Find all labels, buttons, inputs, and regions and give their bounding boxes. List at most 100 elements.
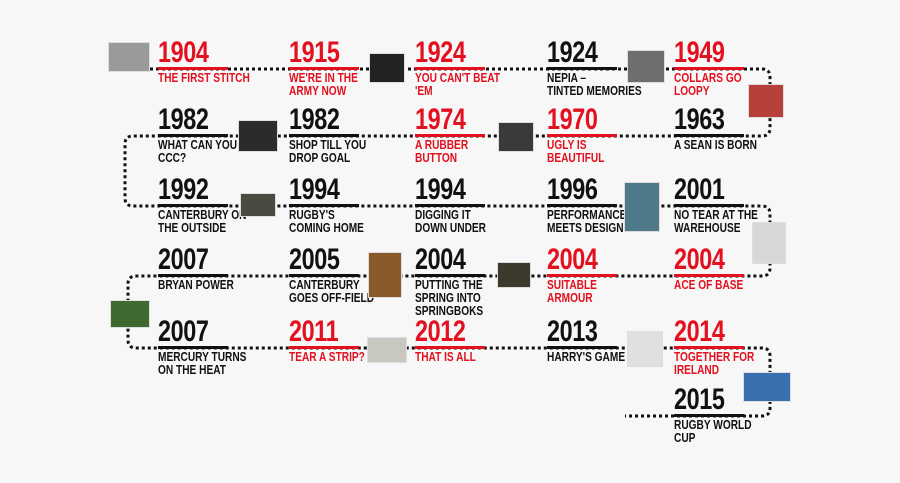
entry-title-line: YOU CAN'T BEAT bbox=[415, 70, 501, 85]
entry-title-line: WE'RE IN THE bbox=[289, 70, 358, 85]
warehouse-shirt-photo[interactable] bbox=[752, 222, 786, 264]
entry-year: 2004 bbox=[547, 243, 598, 276]
off-field-photo[interactable] bbox=[368, 252, 402, 298]
entry-underline bbox=[158, 274, 228, 277]
team-photo-1992[interactable] bbox=[240, 193, 276, 217]
entry-title-line: MEETS DESIGN bbox=[547, 220, 624, 235]
entry-year: 2004 bbox=[415, 243, 466, 276]
entry-title-line: DROP GOAL bbox=[289, 150, 351, 165]
entry-title-line: PUTTING THE bbox=[415, 277, 483, 292]
nepia-photo[interactable] bbox=[627, 50, 665, 83]
canterbury-logo[interactable] bbox=[238, 120, 278, 152]
entry-title-line: ON THE HEAT bbox=[158, 362, 226, 377]
building-photo[interactable] bbox=[108, 42, 150, 72]
entry-underline bbox=[289, 134, 359, 137]
entry-title-line: SUITABLE bbox=[547, 277, 597, 292]
entry-title-line: IRELAND bbox=[674, 362, 720, 377]
entry-title: SUITABLE ARMOUR bbox=[547, 278, 597, 304]
entry-title-line: SHOP TILL YOU bbox=[289, 137, 367, 152]
entry-title: TOGETHER FOR IRELAND bbox=[674, 350, 754, 376]
entry-year: 2004 bbox=[674, 243, 725, 276]
entry-title: MERCURY TURNS ON THE HEAT bbox=[158, 350, 246, 376]
entry-title-line: THAT IS ALL bbox=[415, 349, 476, 364]
entry-title: THAT IS ALL bbox=[415, 350, 476, 363]
entry-year: 1982 bbox=[158, 103, 209, 136]
entry-title: RUGBY WORLD CUP bbox=[674, 418, 752, 444]
entry-underline bbox=[674, 204, 744, 207]
rugby-world-cup-2015-logo[interactable] bbox=[743, 372, 791, 402]
entry-title-line: ACE OF BASE bbox=[674, 277, 744, 292]
entry-title-line: ARMOUR bbox=[547, 290, 593, 305]
bryan-habana-photo[interactable] bbox=[110, 300, 150, 328]
entry-title-line: ARMY NOW bbox=[289, 83, 347, 98]
entry-title-line: RUGBY'S bbox=[289, 207, 335, 222]
entry-title-line: GOES OFF-FIELD bbox=[289, 290, 375, 305]
entry-year: 1949 bbox=[674, 36, 725, 69]
entry-title: HARRY'S GAME bbox=[547, 350, 625, 363]
entry-title-line: CANTERBURY bbox=[289, 277, 360, 292]
entry-underline bbox=[289, 346, 359, 349]
entry-title-line: TINTED MEMORIES bbox=[547, 83, 642, 98]
springboks-crowd-photo[interactable] bbox=[497, 262, 531, 288]
entry-title-line: NO TEAR AT THE bbox=[674, 207, 758, 222]
entry-title: SHOP TILL YOU DROP GOAL bbox=[289, 138, 366, 164]
entry-underline bbox=[415, 346, 485, 349]
entry-underline bbox=[547, 67, 617, 70]
entry-title-line: BEAUTIFUL bbox=[547, 150, 605, 165]
entry-title: COLLARS GO LOOPY bbox=[674, 71, 742, 97]
entry-underline bbox=[158, 67, 228, 70]
entry-title-line: THE FIRST STITCH bbox=[158, 70, 250, 85]
entry-year: 1915 bbox=[289, 36, 340, 69]
entry-title-line: THE OUTSIDE bbox=[158, 220, 227, 235]
entry-title-line: CUP bbox=[674, 430, 696, 445]
entry-year: 1924 bbox=[415, 36, 466, 69]
entry-title-line: DOWN UNDER bbox=[415, 220, 486, 235]
entry-title: RUGBY'S COMING HOME bbox=[289, 208, 364, 234]
entry-year: 1904 bbox=[158, 36, 209, 69]
entry-year: 1974 bbox=[415, 103, 466, 136]
entry-year: 1970 bbox=[547, 103, 598, 136]
entry-title: A SEAN IS BORN bbox=[674, 138, 757, 151]
harrys-game-photo[interactable] bbox=[627, 331, 663, 367]
entry-title-line: CCC? bbox=[158, 150, 187, 165]
entry-underline bbox=[158, 134, 228, 137]
entry-title-line: COMING HOME bbox=[289, 220, 364, 235]
player-photo-1996[interactable] bbox=[624, 182, 660, 232]
entry-title: WHAT CAN YOU CCC? bbox=[158, 138, 237, 164]
entry-title: DIGGING IT DOWN UNDER bbox=[415, 208, 486, 234]
entry-year: 2013 bbox=[547, 315, 598, 348]
entry-title-line: TOGETHER FOR bbox=[674, 349, 755, 364]
tear-strip-photo[interactable] bbox=[367, 337, 407, 363]
entry-underline bbox=[674, 346, 744, 349]
entry-underline bbox=[674, 414, 744, 417]
entry-title: NO TEAR AT THE WAREHOUSE bbox=[674, 208, 758, 234]
entry-underline bbox=[547, 346, 617, 349]
entry-title-line: TEAR A STRIP? bbox=[289, 349, 365, 364]
entry-title: WE'RE IN THE ARMY NOW bbox=[289, 71, 358, 97]
entry-title-line: WAREHOUSE bbox=[674, 220, 741, 235]
entry-title: YOU CAN'T BEAT 'EM bbox=[415, 71, 500, 97]
entry-underline bbox=[674, 67, 744, 70]
entry-year: 2005 bbox=[289, 243, 340, 276]
entry-underline bbox=[547, 134, 617, 137]
entry-title: CANTERBURY GOES OFF-FIELD bbox=[289, 278, 374, 304]
army-badge-photo[interactable] bbox=[369, 53, 405, 83]
entry-underline bbox=[674, 274, 744, 277]
entry-title: NEPIA – TINTED MEMORIES bbox=[547, 71, 642, 97]
entry-title-line: COLLARS GO bbox=[674, 70, 742, 85]
entry-title: UGLY IS BEAUTIFUL bbox=[547, 138, 604, 164]
rubber-button-photo[interactable] bbox=[498, 122, 534, 152]
entry-title-line: RUGBY WORLD bbox=[674, 417, 752, 432]
entry-title-line: MERCURY TURNS bbox=[158, 349, 247, 364]
entry-underline bbox=[158, 346, 228, 349]
entry-title-line: NEPIA – bbox=[547, 70, 587, 85]
entry-title: A RUBBER BUTTON bbox=[415, 138, 468, 164]
entry-title: CANTERBURY ON THE OUTSIDE bbox=[158, 208, 246, 234]
entry-title-line: CANTERBURY ON bbox=[158, 207, 247, 222]
entry-year: 2007 bbox=[158, 243, 209, 276]
entry-title: PERFORMANCE MEETS DESIGN bbox=[547, 208, 626, 234]
entry-year: 2012 bbox=[415, 315, 466, 348]
entry-year: 1994 bbox=[289, 173, 340, 206]
collar-jersey-photo[interactable] bbox=[748, 84, 784, 118]
